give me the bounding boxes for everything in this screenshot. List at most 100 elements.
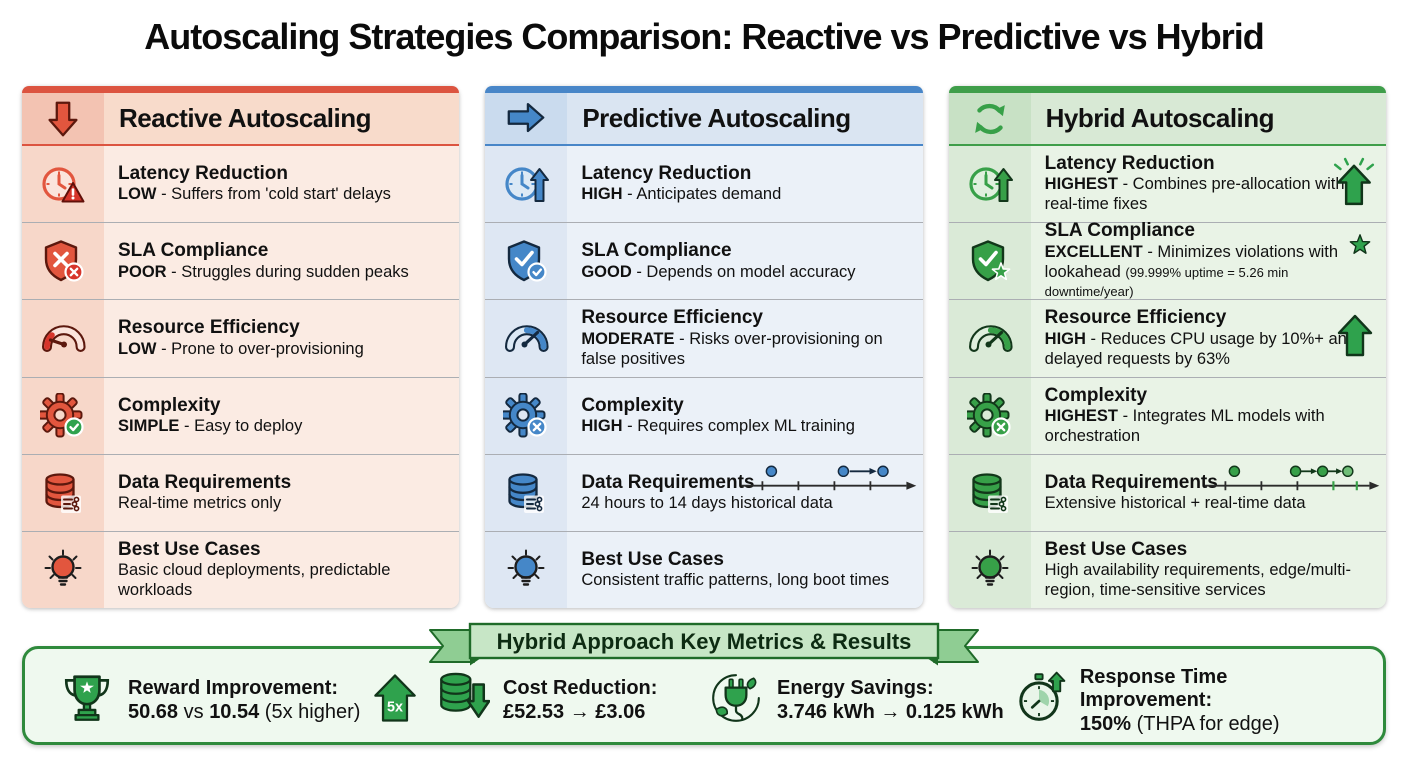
row-desc: 24 hours to 14 days historical data [581, 494, 833, 513]
row-desc: POOR - Struggles during sudden peaks [118, 262, 409, 281]
metrics-row: Reward Improvement: 50.68 vs 10.54 (5x h… [25, 649, 1383, 742]
row-desc: HIGH - Requires complex ML training [581, 416, 855, 435]
row-desc: High availability requirements, edge/mul… [1044, 561, 1351, 600]
plug-leaves-icon [708, 670, 764, 731]
reactive-header: Reactive Autoscaling [22, 93, 460, 146]
gauge-high-icon [948, 300, 1031, 377]
row-desc: SIMPLE - Easy to deploy [118, 416, 303, 435]
row-desc: EXCELLENT - Minimizes violations with lo… [1044, 242, 1339, 300]
page-title: Autoscaling Strategies Comparison: React… [144, 16, 1264, 57]
reactive-sla-row: SLA Compliance POOR - Struggles during s… [22, 223, 460, 301]
clock-warning-icon [22, 146, 104, 223]
row-desc: LOW - Suffers from 'cold start' delays [118, 185, 391, 204]
timeline-chain-icon [1202, 463, 1382, 499]
predictive-complexity-row: Complexity HIGH - Requires complex ML tr… [485, 377, 923, 455]
key-metrics-panel: Reward Improvement: 50.68 vs 10.54 (5x h… [22, 646, 1386, 745]
hybrid-header: Hybrid Autoscaling [948, 93, 1386, 146]
row-desc: Real-time metrics only [118, 494, 282, 513]
row-title: Complexity [1044, 384, 1148, 406]
reward-improvement-metric: Reward Improvement: 50.68 vs 10.54 (5x h… [59, 670, 434, 731]
row-title: Complexity [118, 394, 221, 416]
reactive-data-row: Data Requirements Real-time metrics only [22, 454, 460, 532]
svg-text:5x: 5x [387, 699, 403, 715]
row-title: Resource Efficiency [118, 317, 300, 339]
metric-label: Energy Savings: [777, 677, 934, 699]
reactive-usecases-row: Best Use Cases Basic cloud deployments, … [22, 531, 460, 609]
cost-reduction-metric: Cost Reduction: £52.53 → £3.06 [434, 670, 708, 731]
predictive-latency-row: Latency Reduction HIGH - Anticipates dem… [485, 146, 923, 224]
sla-note: (99.999% uptime = 5.26 min downtime/year… [1044, 264, 1289, 300]
five-x-arrow-icon: 5x [373, 673, 417, 728]
coins-down-icon [434, 670, 490, 731]
gear-x-icon [485, 377, 568, 454]
predictive-column: Predictive Autoscaling Latency Reduction… [485, 86, 923, 609]
predictive-column-title: Predictive Autoscaling [567, 93, 923, 144]
gear-x-icon [948, 377, 1031, 454]
row-title: Best Use Cases [1044, 538, 1188, 560]
row-desc: LOW - Prone to over-provisioning [118, 339, 364, 358]
predictive-header: Predictive Autoscaling [485, 93, 923, 146]
gauge-low-icon [22, 300, 104, 377]
predictive-efficiency-row: Resource Efficiency MODERATE - Risks ove… [485, 300, 923, 378]
metric-label: Reward Improvement: [128, 677, 339, 699]
reactive-accent-bar [22, 86, 460, 93]
timeline-icon [739, 463, 919, 499]
row-title: Best Use Cases [581, 548, 724, 570]
row-desc: HIGHEST - Combines pre-allocation with r… [1044, 175, 1345, 214]
hybrid-sla-row: SLA Compliance EXCELLENT - Minimizes vio… [948, 220, 1386, 301]
shield-check-star-icon [948, 223, 1031, 300]
star-icon [1342, 227, 1378, 268]
hybrid-data-row: Data Requirements Extensive historical +… [948, 454, 1386, 532]
row-desc: Extensive historical + real-time data [1044, 494, 1306, 513]
row-title: Resource Efficiency [1044, 307, 1227, 329]
comparison-columns: Reactive Autoscaling Latency Reduction L… [22, 86, 1386, 609]
row-title: SLA Compliance [118, 240, 269, 262]
row-title: Data Requirements [1044, 471, 1218, 493]
predictive-data-row: Data Requirements 24 hours to 14 days hi… [485, 454, 923, 532]
stopwatch-up-icon [1011, 670, 1067, 731]
row-title: Complexity [581, 394, 684, 416]
hybrid-latency-row: Latency Reduction HIGHEST - Combines pre… [948, 146, 1386, 224]
reactive-complexity-row: Complexity SIMPLE - Easy to deploy [22, 377, 460, 455]
row-title: Latency Reduction [118, 162, 288, 184]
hybrid-metrics-banner: Hybrid Approach Key Metrics & Results [424, 621, 984, 672]
hybrid-column: Hybrid Autoscaling Latency Reduction HIG… [948, 86, 1386, 609]
hybrid-complexity-row: Complexity HIGHEST - Integrates ML model… [948, 377, 1386, 455]
row-desc: HIGH - Anticipates demand [581, 185, 782, 204]
reactive-efficiency-row: Resource Efficiency LOW - Prone to over-… [22, 300, 460, 378]
database-icon [948, 454, 1031, 531]
metric-label: Response Time Improvement: [1079, 665, 1228, 711]
shield-check-icon [485, 223, 568, 300]
predictive-sla-row: SLA Compliance GOOD - Depends on model a… [485, 223, 923, 301]
gear-check-icon [22, 377, 104, 454]
metric-value: 3.746 kWh → 0.125 kWh [777, 701, 1004, 723]
reactive-column-title: Reactive Autoscaling [104, 93, 460, 144]
arrow-right-icon [485, 93, 568, 144]
row-title: Best Use Cases [118, 538, 261, 560]
predictive-usecases-row: Best Use Cases Consistent traffic patter… [485, 531, 923, 609]
clock-up-icon [485, 146, 568, 223]
up-arrow-rays-icon [1330, 158, 1378, 211]
response-time-metric: Response Time Improvement: 150% (THPA fo… [1011, 666, 1357, 736]
metric-value: £52.53 → £3.06 [502, 701, 646, 723]
metric-value: 150% (THPA for edge) [1079, 712, 1280, 735]
database-icon [22, 454, 104, 531]
trophy-icon [59, 670, 115, 731]
hybrid-efficiency-row: Resource Efficiency HIGH - Reduces CPU u… [948, 300, 1386, 378]
up-arrow-icon [1332, 313, 1378, 364]
shield-x-icon [22, 223, 104, 300]
metric-label: Cost Reduction: [502, 677, 658, 699]
row-title: SLA Compliance [1044, 220, 1195, 242]
row-desc: HIGH - Reduces CPU usage by 10%+ and del… [1044, 329, 1357, 368]
hybrid-column-title: Hybrid Autoscaling [1030, 93, 1386, 144]
row-desc: MODERATE - Risks over-provisioning on fa… [581, 329, 883, 368]
hybrid-accent-bar [948, 86, 1386, 93]
reactive-latency-row: Latency Reduction LOW - Suffers from 'co… [22, 146, 460, 224]
row-desc: Consistent traffic patterns, long boot t… [581, 571, 890, 590]
row-desc: HIGHEST - Integrates ML models with orch… [1044, 407, 1325, 445]
row-title: SLA Compliance [581, 240, 732, 262]
arrow-down-icon [22, 93, 104, 144]
gauge-moderate-icon [485, 300, 568, 377]
clock-up-icon [948, 146, 1031, 223]
metric-value: 50.68 vs 10.54 (5x higher) [128, 701, 361, 723]
